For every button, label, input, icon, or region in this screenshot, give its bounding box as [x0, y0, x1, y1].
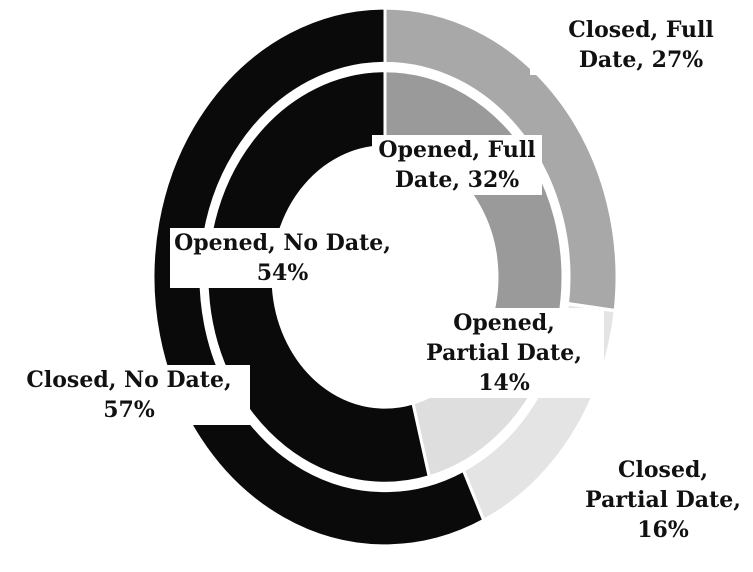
data-label: Closed, Full Date, 27% [530, 15, 752, 75]
data-label: Closed, No Date, 57% [8, 365, 250, 425]
data-label: Opened, Full Date, 32% [372, 135, 542, 195]
data-label: Opened, No Date, 54% [170, 228, 395, 288]
data-label: Closed, Partial Date, 16% [573, 455, 753, 545]
data-label: Opened, Partial Date, 14% [404, 308, 604, 398]
donut-segment [205, 68, 432, 486]
